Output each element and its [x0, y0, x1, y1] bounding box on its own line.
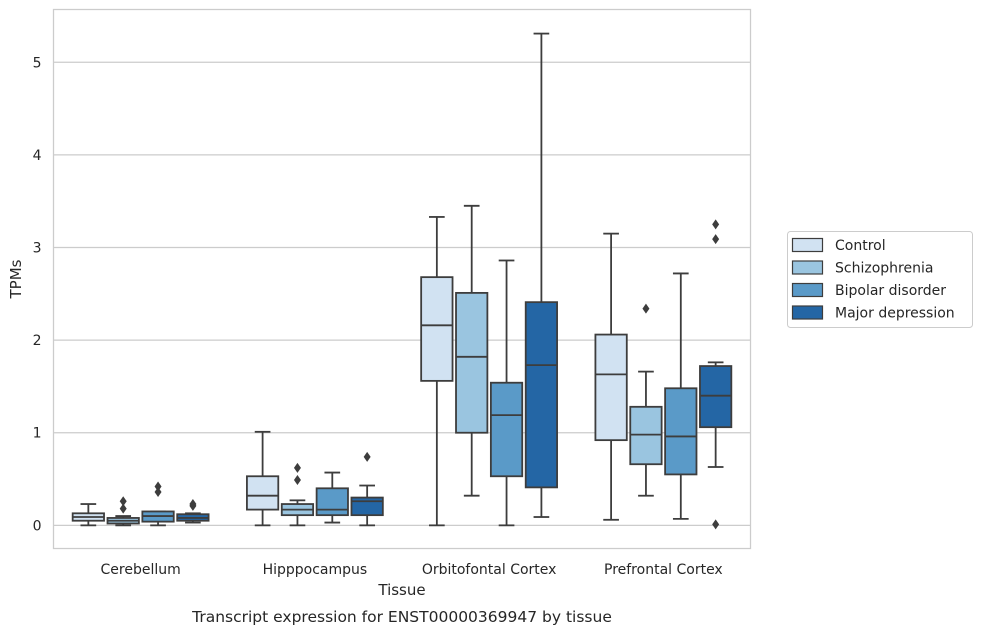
- outlier-point: [712, 219, 720, 230]
- box-2-1: [455, 204, 489, 497]
- box-body: [594, 333, 628, 442]
- y-tick-label: 1: [33, 426, 42, 442]
- box-0-3: [176, 499, 210, 524]
- y-tick-label: 2: [33, 333, 42, 349]
- x-tick-label: Cerebellum: [101, 562, 181, 578]
- box-3-0: [594, 232, 628, 521]
- box-1-2: [315, 471, 349, 524]
- outlier-point: [712, 519, 720, 530]
- y-axis-title: TPMs: [7, 259, 25, 299]
- box-3-3: [699, 219, 733, 530]
- chart-caption: Transcript expression for ENST0000036994…: [191, 608, 612, 626]
- outlier-point: [189, 499, 197, 510]
- outlier-point: [293, 462, 301, 473]
- legend-label: Control: [835, 238, 886, 254]
- box-2-2: [489, 259, 524, 527]
- box-0-2: [141, 481, 175, 527]
- box-body: [524, 301, 558, 489]
- y-tick-label: 0: [33, 518, 42, 534]
- legend-label: Bipolar disorder: [835, 283, 946, 299]
- box-body: [489, 381, 524, 478]
- box-body: [455, 291, 489, 434]
- box-body: [629, 405, 663, 466]
- outlier-point: [154, 481, 162, 492]
- y-tick-label: 5: [33, 55, 42, 71]
- legend: Control Schizophrenia Bipolar disorder Majo…: [787, 231, 973, 328]
- legend-label: Schizophrenia: [835, 261, 933, 277]
- box-body: [664, 387, 698, 476]
- legend-swatch: [791, 237, 824, 253]
- x-tick-labels: Cerebellum Hipppocampus Orbitofontal Corte…: [101, 562, 723, 578]
- x-tick-label: Prefrontal Cortex: [604, 562, 723, 578]
- legend-swatch: [791, 260, 824, 275]
- y-tick-label: 4: [33, 148, 42, 164]
- box-body: [699, 365, 733, 429]
- outlier-point: [154, 487, 162, 498]
- outlier-point: [363, 451, 371, 462]
- grid-lines: [53, 61, 751, 526]
- x-tick-label: Orbitofontal Cortex: [422, 562, 557, 578]
- y-tick-label: 3: [33, 241, 42, 257]
- outlier-point: [119, 496, 127, 507]
- legend-swatch: [791, 282, 824, 298]
- y-tick-labels: 0 1 2 3 4 5: [33, 55, 42, 534]
- box-1-1: [280, 462, 315, 527]
- outlier-point: [642, 303, 650, 314]
- outlier-point: [712, 234, 720, 245]
- x-tick-label: Hipppocampus: [263, 562, 368, 578]
- box-body: [350, 496, 384, 517]
- outlier-point: [119, 503, 127, 514]
- box-0-1: [106, 496, 140, 527]
- box-body: [420, 276, 454, 382]
- plot-frame: [52, 8, 752, 550]
- box-1-3: [350, 451, 384, 527]
- legend-swatch: [791, 305, 824, 320]
- box-2-3: [524, 32, 558, 518]
- x-axis-title: Tissue: [377, 581, 425, 599]
- box-2-0: [420, 216, 454, 527]
- box-body: [246, 475, 280, 511]
- boxes: [71, 32, 733, 530]
- outlier-point: [293, 474, 301, 485]
- box-3-2: [664, 272, 698, 520]
- legend-label: Major depression: [835, 306, 955, 322]
- box-body: [315, 487, 349, 517]
- box-3-1: [629, 303, 663, 497]
- box-1-0: [246, 430, 280, 527]
- legend-frame: [787, 231, 973, 328]
- box-0-0: [71, 503, 105, 527]
